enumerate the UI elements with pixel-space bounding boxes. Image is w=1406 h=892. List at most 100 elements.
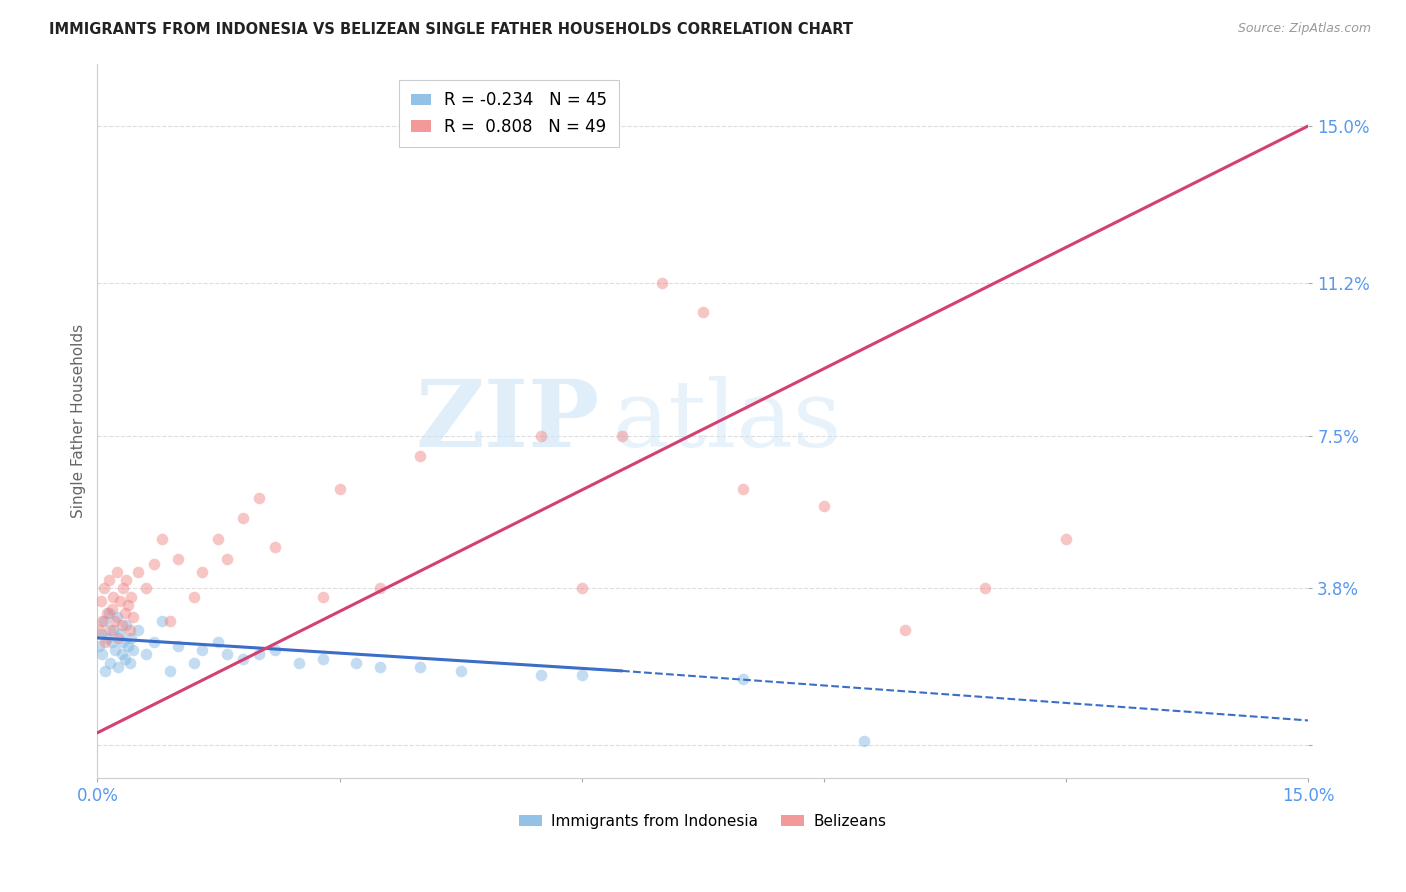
Point <box>103 590 125 604</box>
Point <box>191 643 214 657</box>
Point <box>107 659 129 673</box>
Point <box>142 635 165 649</box>
Point <box>191 565 214 579</box>
Point <box>103 623 125 637</box>
Point <box>813 499 835 513</box>
Point <box>118 623 141 637</box>
Point <box>150 615 173 629</box>
Point <box>127 565 149 579</box>
Point <box>571 582 593 596</box>
Point <box>264 540 287 554</box>
Point <box>135 648 157 662</box>
Point <box>96 606 118 620</box>
Point <box>120 631 142 645</box>
Point <box>127 623 149 637</box>
Point <box>91 615 114 629</box>
Point <box>105 610 128 624</box>
Point <box>530 668 553 682</box>
Point <box>692 304 714 318</box>
Legend: Immigrants from Indonesia, Belizeans: Immigrants from Indonesia, Belizeans <box>513 807 893 835</box>
Point <box>117 598 139 612</box>
Point <box>94 664 117 678</box>
Point <box>853 734 876 748</box>
Point <box>409 449 432 463</box>
Point <box>97 606 120 620</box>
Point <box>107 631 129 645</box>
Text: atlas: atlas <box>612 376 841 467</box>
Point <box>110 618 132 632</box>
Point <box>651 276 673 290</box>
Point <box>135 582 157 596</box>
Point <box>207 635 229 649</box>
Point <box>96 631 118 645</box>
Point <box>974 582 997 596</box>
Point <box>150 532 173 546</box>
Point <box>215 552 238 566</box>
Point <box>232 511 254 525</box>
Point <box>344 656 367 670</box>
Point <box>122 610 145 624</box>
Point <box>264 643 287 657</box>
Point <box>167 639 190 653</box>
Point <box>159 615 181 629</box>
Point <box>288 656 311 670</box>
Point <box>142 557 165 571</box>
Point <box>93 615 115 629</box>
Point <box>105 565 128 579</box>
Point <box>110 648 132 662</box>
Point <box>571 668 593 682</box>
Point <box>120 590 142 604</box>
Point <box>112 582 135 596</box>
Point <box>101 635 124 649</box>
Point <box>312 651 335 665</box>
Point <box>183 656 205 670</box>
Point <box>450 664 472 678</box>
Point <box>247 491 270 505</box>
Point <box>733 672 755 686</box>
Point <box>114 651 136 665</box>
Text: ZIP: ZIP <box>416 376 600 467</box>
Point <box>530 428 553 442</box>
Point <box>733 482 755 496</box>
Point <box>893 623 915 637</box>
Y-axis label: Single Father Households: Single Father Households <box>72 324 86 518</box>
Point <box>207 532 229 546</box>
Point <box>93 582 115 596</box>
Point <box>117 639 139 653</box>
Point <box>98 656 121 670</box>
Point <box>159 664 181 678</box>
Point <box>90 626 112 640</box>
Point <box>87 623 110 637</box>
Point <box>215 648 238 662</box>
Point <box>328 482 350 496</box>
Point <box>368 582 391 596</box>
Point <box>108 626 131 640</box>
Point <box>114 606 136 620</box>
Point <box>104 615 127 629</box>
Text: IMMIGRANTS FROM INDONESIA VS BELIZEAN SINGLE FATHER HOUSEHOLDS CORRELATION CHART: IMMIGRANTS FROM INDONESIA VS BELIZEAN SI… <box>49 22 853 37</box>
Point <box>104 643 127 657</box>
Point <box>247 648 270 662</box>
Point <box>409 659 432 673</box>
Point <box>368 659 391 673</box>
Point <box>94 635 117 649</box>
Point <box>90 593 112 607</box>
Point <box>101 602 124 616</box>
Point <box>87 639 110 653</box>
Point <box>112 635 135 649</box>
Point <box>91 648 114 662</box>
Point <box>118 656 141 670</box>
Point <box>108 593 131 607</box>
Point <box>232 651 254 665</box>
Point <box>97 573 120 587</box>
Text: Source: ZipAtlas.com: Source: ZipAtlas.com <box>1237 22 1371 36</box>
Point <box>167 552 190 566</box>
Point <box>122 643 145 657</box>
Point <box>1054 532 1077 546</box>
Point <box>98 623 121 637</box>
Point <box>115 573 138 587</box>
Point <box>115 618 138 632</box>
Point <box>312 590 335 604</box>
Point <box>183 590 205 604</box>
Point <box>610 428 633 442</box>
